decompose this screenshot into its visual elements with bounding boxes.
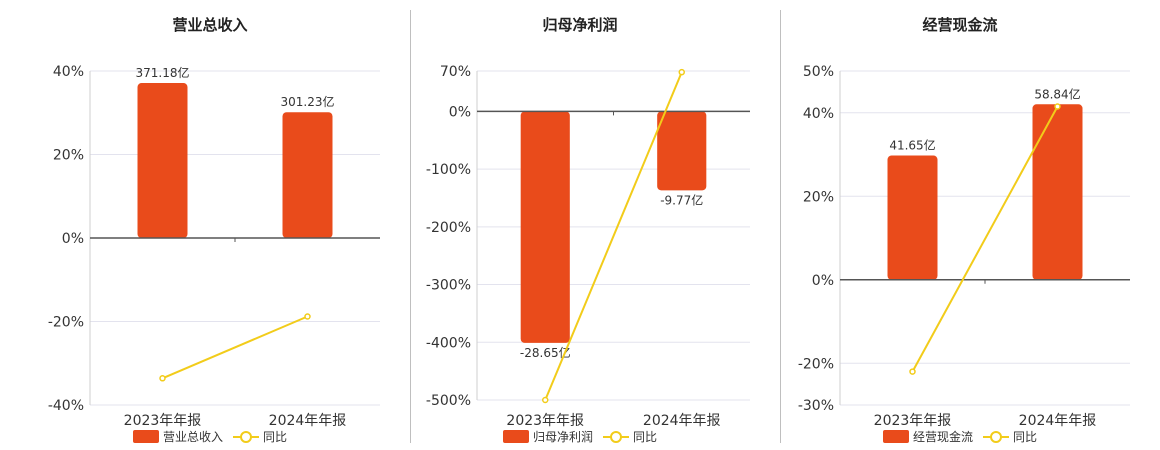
bar (887, 155, 938, 280)
y-tick-label: 20% (53, 148, 84, 164)
chart-title-cashflow: 经营现金流 (922, 16, 998, 34)
legend-bar-label: 营业总收入 (163, 430, 224, 444)
y-tick-label: 50% (803, 64, 834, 80)
legend-cashflow: 经营现金流 同比 (883, 428, 1047, 444)
legend-bar-swatch (503, 430, 529, 443)
y-tick-label: 70% (440, 64, 471, 80)
yoy-line (162, 315, 308, 380)
yoy-point (678, 68, 685, 76)
bar-value-label: 301.23亿 (281, 94, 335, 109)
yoy-line (544, 71, 683, 401)
bar-value-label: 41.65亿 (889, 138, 935, 153)
chart-title-net-profit: 归母净利润 (542, 16, 618, 34)
yoy-point (159, 375, 166, 382)
y-tick-label: -500% (426, 393, 471, 409)
x-category-label: 2024年年报 (269, 413, 347, 429)
legend-line-label: 同比 (1013, 430, 1038, 444)
bar-value-label: -9.77亿 (660, 192, 703, 207)
legend-bar-label: 经营现金流 (913, 430, 974, 444)
y-tick-label: 0% (812, 273, 834, 289)
x-category-label: 2023年年报 (874, 413, 952, 429)
x-category-label: 2024年年报 (1019, 413, 1097, 429)
bar (1032, 104, 1083, 280)
y-tick-label: -100% (426, 162, 471, 178)
legend-line-label: 同比 (263, 430, 288, 444)
yoy-point (1054, 103, 1061, 110)
panel-divider (780, 10, 781, 443)
y-tick-label: -400% (426, 335, 471, 351)
bar (137, 83, 188, 238)
yoy-point (909, 368, 916, 375)
legend-net-profit: 归母净利润 同比 (503, 428, 667, 444)
y-tick-label: 0% (449, 104, 471, 120)
y-tick-label: 40% (803, 106, 834, 122)
legend-bar-swatch (883, 430, 909, 443)
y-tick-label: -200% (426, 220, 471, 236)
bar-value-label: -28.65亿 (520, 345, 571, 360)
y-tick-label: 0% (62, 231, 84, 247)
y-tick-label: 40% (53, 64, 84, 80)
bar (657, 111, 707, 191)
legend-bar-label: 归母净利润 (533, 430, 594, 444)
panel-divider (410, 10, 411, 443)
yoy-point (304, 313, 311, 320)
legend-line-swatch (233, 430, 260, 443)
y-tick-label: -30% (798, 398, 834, 414)
bar (282, 112, 333, 238)
bar-value-label: 371.18亿 (136, 65, 190, 80)
chart-title-revenue: 营业总收入 (172, 16, 248, 34)
legend-bar-swatch (133, 430, 159, 443)
x-category-label: 2024年年报 (643, 413, 721, 429)
y-tick-label: -300% (426, 278, 471, 294)
x-category-label: 2023年年报 (506, 413, 584, 429)
legend-line-swatch (983, 430, 1010, 443)
yoy-point (542, 396, 549, 404)
legend-line-label: 同比 (633, 430, 658, 444)
legend-revenue: 营业总收入 同比 (133, 428, 297, 444)
legend-line-swatch (603, 430, 630, 443)
bar (520, 111, 570, 343)
y-tick-label: -20% (48, 315, 84, 331)
bar-value-label: 58.84亿 (1034, 86, 1080, 101)
yoy-line (911, 106, 1059, 373)
x-category-label: 2023年年报 (124, 413, 202, 429)
y-tick-label: 20% (803, 189, 834, 205)
y-tick-label: -40% (48, 398, 84, 414)
y-tick-label: -20% (798, 356, 834, 372)
